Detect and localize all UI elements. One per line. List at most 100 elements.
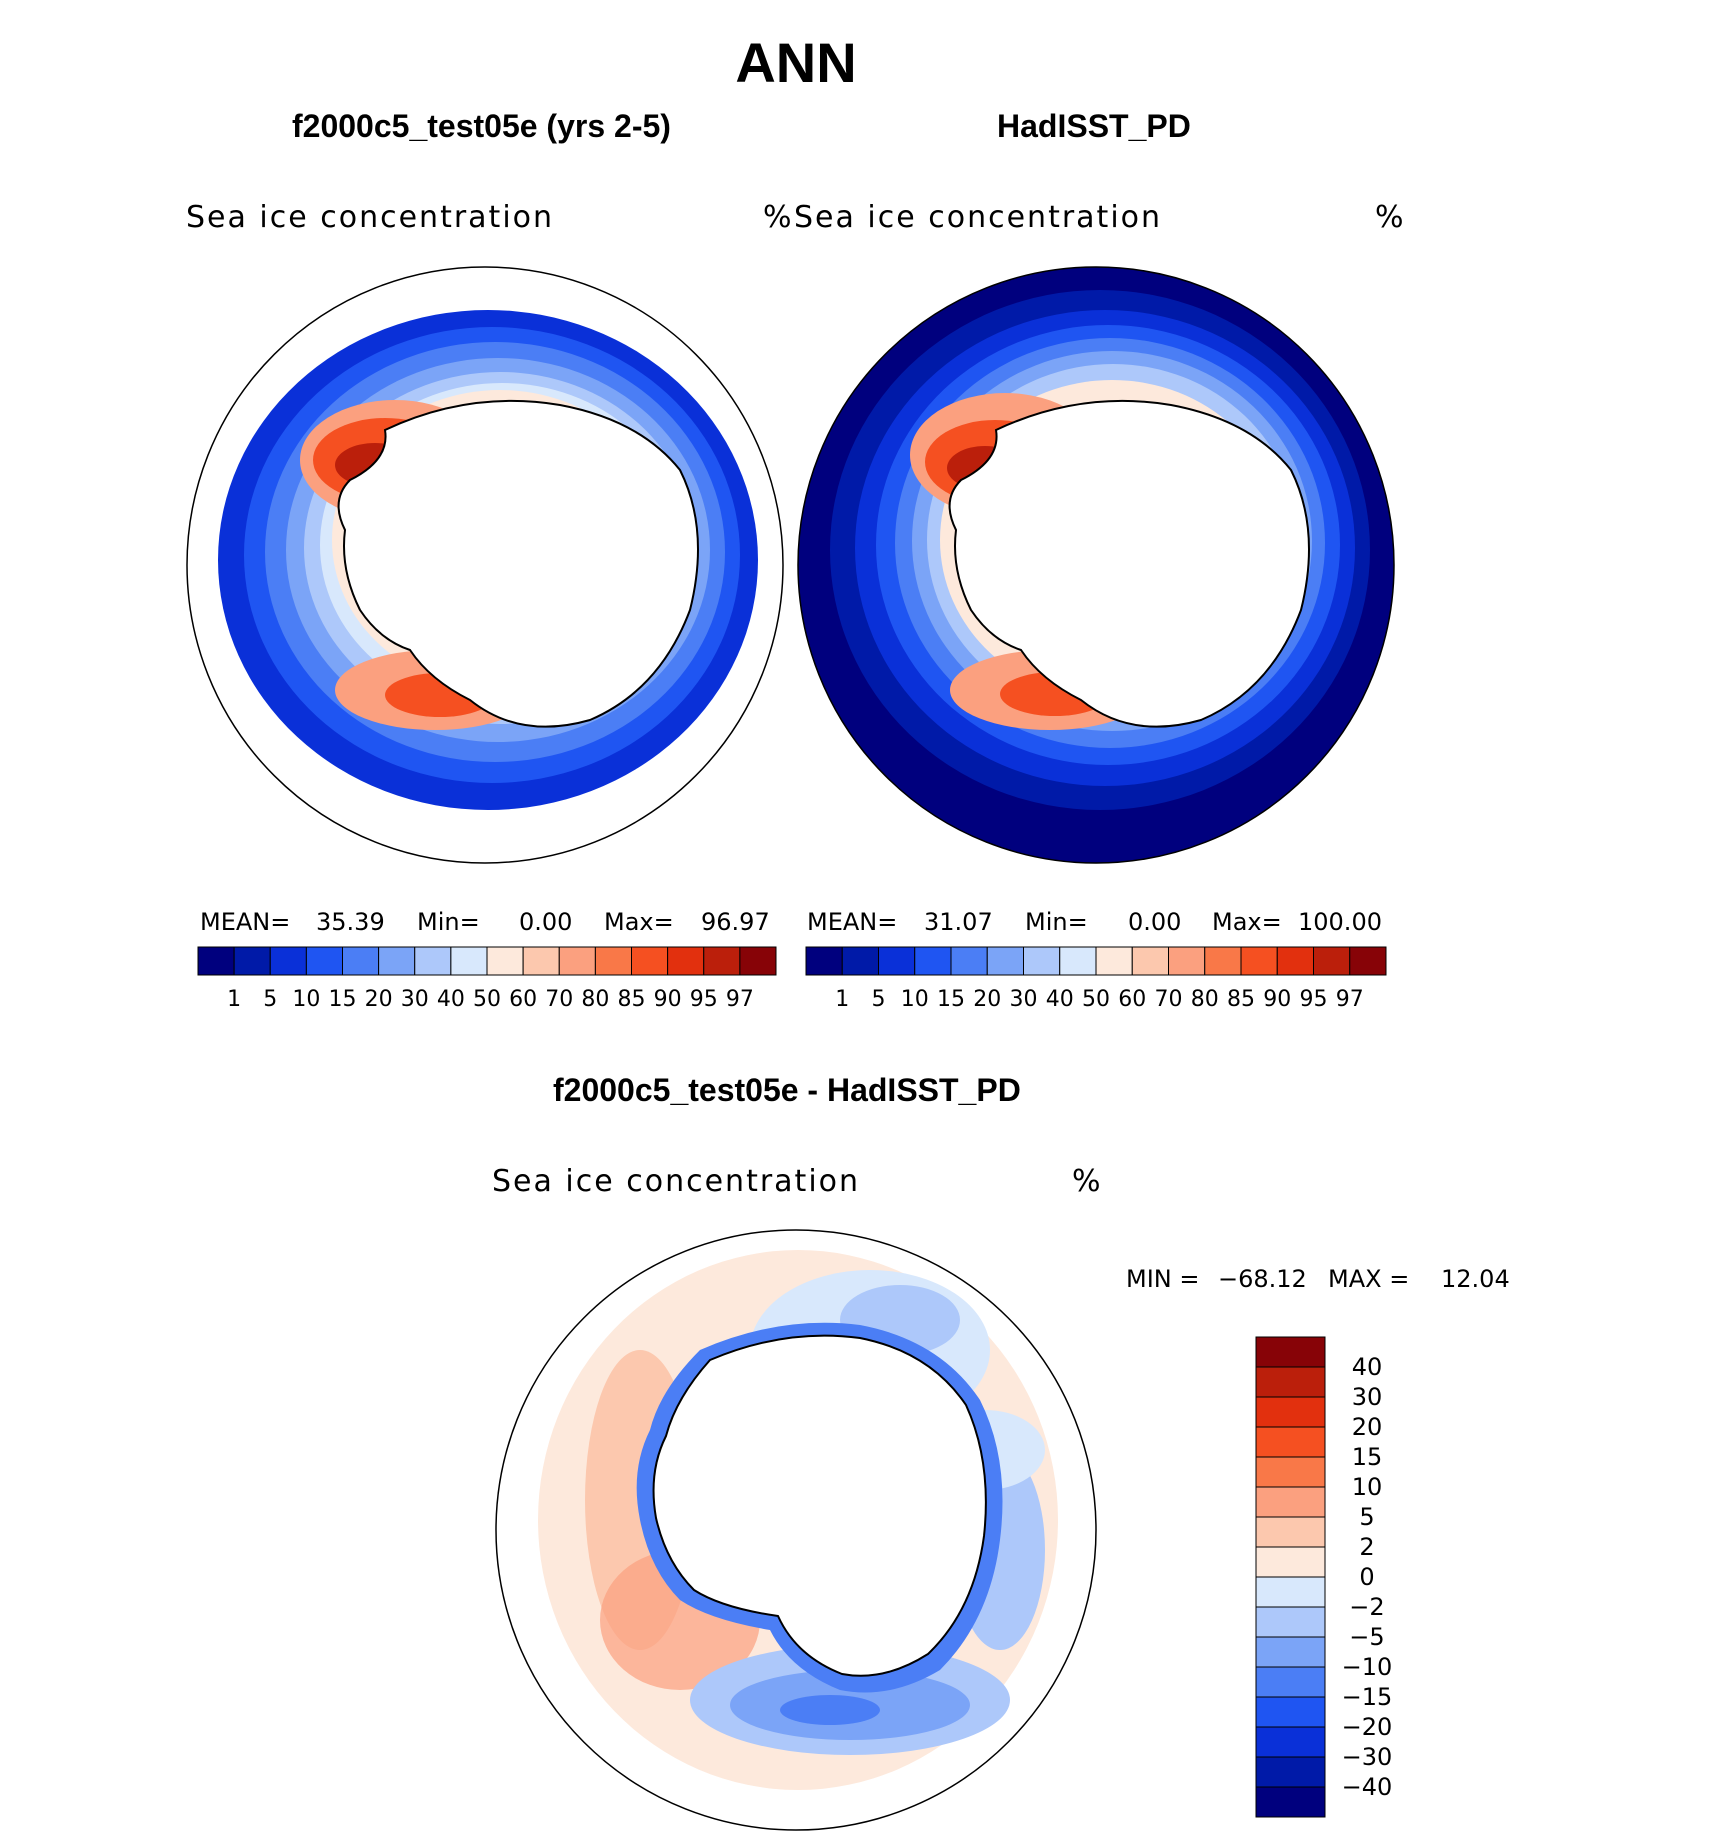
colorbar-swatch [305,946,343,976]
colorbar-tick-label: −20 [1342,1713,1393,1741]
colorbar-swatch [197,946,235,976]
panel-model-min-label: Min= [417,908,480,936]
colorbars-abs: 1 5 10 15 20 30 40 50 60 70 80 85 90 95 97 1 5 10 15 20 30 4… [197,946,1387,1012]
colorbar-swatch [1255,1366,1326,1398]
colorbar-tick-label: 50 [473,987,501,1012]
map-diff [496,1230,1096,1830]
colorbar-tick-label: 97 [1336,987,1364,1012]
colorbar-tick-label: 5 [872,987,886,1012]
colorbar-swatch [805,946,843,976]
colorbar-swatch [1204,946,1242,976]
panel-model-mean-label: MEAN= [200,908,291,936]
colorbar-tick-label: 5 [1359,1503,1374,1531]
colorbar-swatch [914,946,952,976]
colorbar-tick-label: 10 [292,987,320,1012]
diff-title: f2000c5_test05e - HadISST_PD [553,1072,1021,1108]
colorbar-tick-label: −5 [1349,1623,1384,1651]
main-title: ANN [735,31,857,94]
colorbar-swatch [1255,1456,1326,1488]
colorbar-swatch [486,946,524,976]
colorbar-swatch [1255,1486,1326,1518]
panel-model-mean: 35.39 [316,908,385,936]
colorbar-tick-label: 10 [1352,1473,1383,1501]
colorbar-swatch [450,946,488,976]
diff-max-label: MAX = [1328,1265,1410,1293]
colorbar-tick-label: −10 [1342,1653,1393,1681]
colorbar-swatch [1255,1786,1326,1818]
colorbar-tick-label: 80 [581,987,609,1012]
colorbar-swatch [522,946,560,976]
colorbar-swatch [1255,1606,1326,1638]
diff-min: −68.12 [1218,1265,1307,1293]
colorbar-tick-label: 30 [401,987,429,1012]
colorbar-model: 1 5 10 15 20 30 40 50 60 70 80 85 90 95 97 [197,946,777,1012]
colorbar-tick-label: 40 [437,987,465,1012]
colorbar-tick-label: 85 [618,987,646,1012]
colorbar-swatch [1313,946,1351,976]
map-obs [798,267,1394,863]
colorbar-tick-label: 20 [1352,1413,1383,1441]
colorbar-tick-label: 30 [1352,1383,1383,1411]
colorbar-tick-label: −30 [1342,1743,1393,1771]
diff-max: 12.04 [1441,1265,1510,1293]
colorbar-swatch [1255,1396,1326,1428]
panel-model-units: % [763,200,794,235]
colorbar-swatch [342,946,380,976]
panel-model-title: f2000c5_test05e (yrs 2-5) [292,108,671,144]
panel-obs-min: 0.00 [1128,908,1182,936]
colorbar-swatch [667,946,705,976]
colorbar-swatch [631,946,669,976]
colorbar-swatch [378,946,416,976]
panel-obs-max-label: Max= [1212,908,1282,936]
colorbar-swatch [1255,1546,1326,1578]
colorbar-swatch [1168,946,1206,976]
colorbar-swatch [233,946,271,976]
colorbar-tick-label: 30 [1010,987,1038,1012]
colorbar-swatch [1255,1426,1326,1458]
panel-obs-units: % [1375,200,1406,235]
colorbar-tick-label: −15 [1342,1683,1393,1711]
colorbar-swatch [1255,1336,1326,1368]
colorbar-tick-label: 97 [726,987,754,1012]
panel-model-max-label: Max= [604,908,674,936]
colorbar-tick-label: 70 [545,987,573,1012]
colorbar-swatch [594,946,632,976]
colorbar-tick-label: 40 [1046,987,1074,1012]
colorbar-swatch [841,946,879,976]
colorbar-swatch [1131,946,1169,976]
colorbar-tick-label: 70 [1155,987,1183,1012]
colorbar-swatch [878,946,916,976]
colorbar-swatch [950,946,988,976]
colorbar-tick-label: −40 [1342,1773,1393,1801]
colorbar-swatch [1276,946,1314,976]
colorbar-tick-label: 95 [690,987,718,1012]
colorbar-tick-label: 95 [1300,987,1328,1012]
colorbar-swatch [1095,946,1133,976]
colorbar-swatch [1255,1636,1326,1668]
colorbar-tick-label: 50 [1082,987,1110,1012]
colorbar-swatch [1059,946,1097,976]
colorbar-tick-label: 2 [1359,1533,1374,1561]
colorbar-tick-label: 60 [1118,987,1146,1012]
diff-min-label: MIN = [1126,1265,1200,1293]
colorbar-tick-label: 1 [227,987,241,1012]
map-model [187,267,783,863]
colorbar-swatch [269,946,307,976]
colorbar-tick-label: −2 [1349,1593,1384,1621]
panel-obs-max: 100.00 [1298,908,1382,936]
colorbar-tick-label: 15 [937,987,965,1012]
colorbar-tick-label: 60 [509,987,537,1012]
colorbar-swatch [1255,1696,1326,1728]
colorbar-swatch [558,946,596,976]
diff-variable: Sea ice concentration [492,1164,861,1199]
colorbar-swatch [1255,1516,1326,1548]
panel-obs-variable: Sea ice concentration [794,200,1163,235]
colorbar-swatch [1255,1756,1326,1788]
colorbar-tick-label: 20 [973,987,1001,1012]
colorbar-obs: 1 5 10 15 20 30 40 50 60 70 80 85 90 95 97 [805,946,1387,1012]
colorbar-swatch [1349,946,1387,976]
colorbar-tick-label: 90 [654,987,682,1012]
colorbar-swatch [1255,1666,1326,1698]
